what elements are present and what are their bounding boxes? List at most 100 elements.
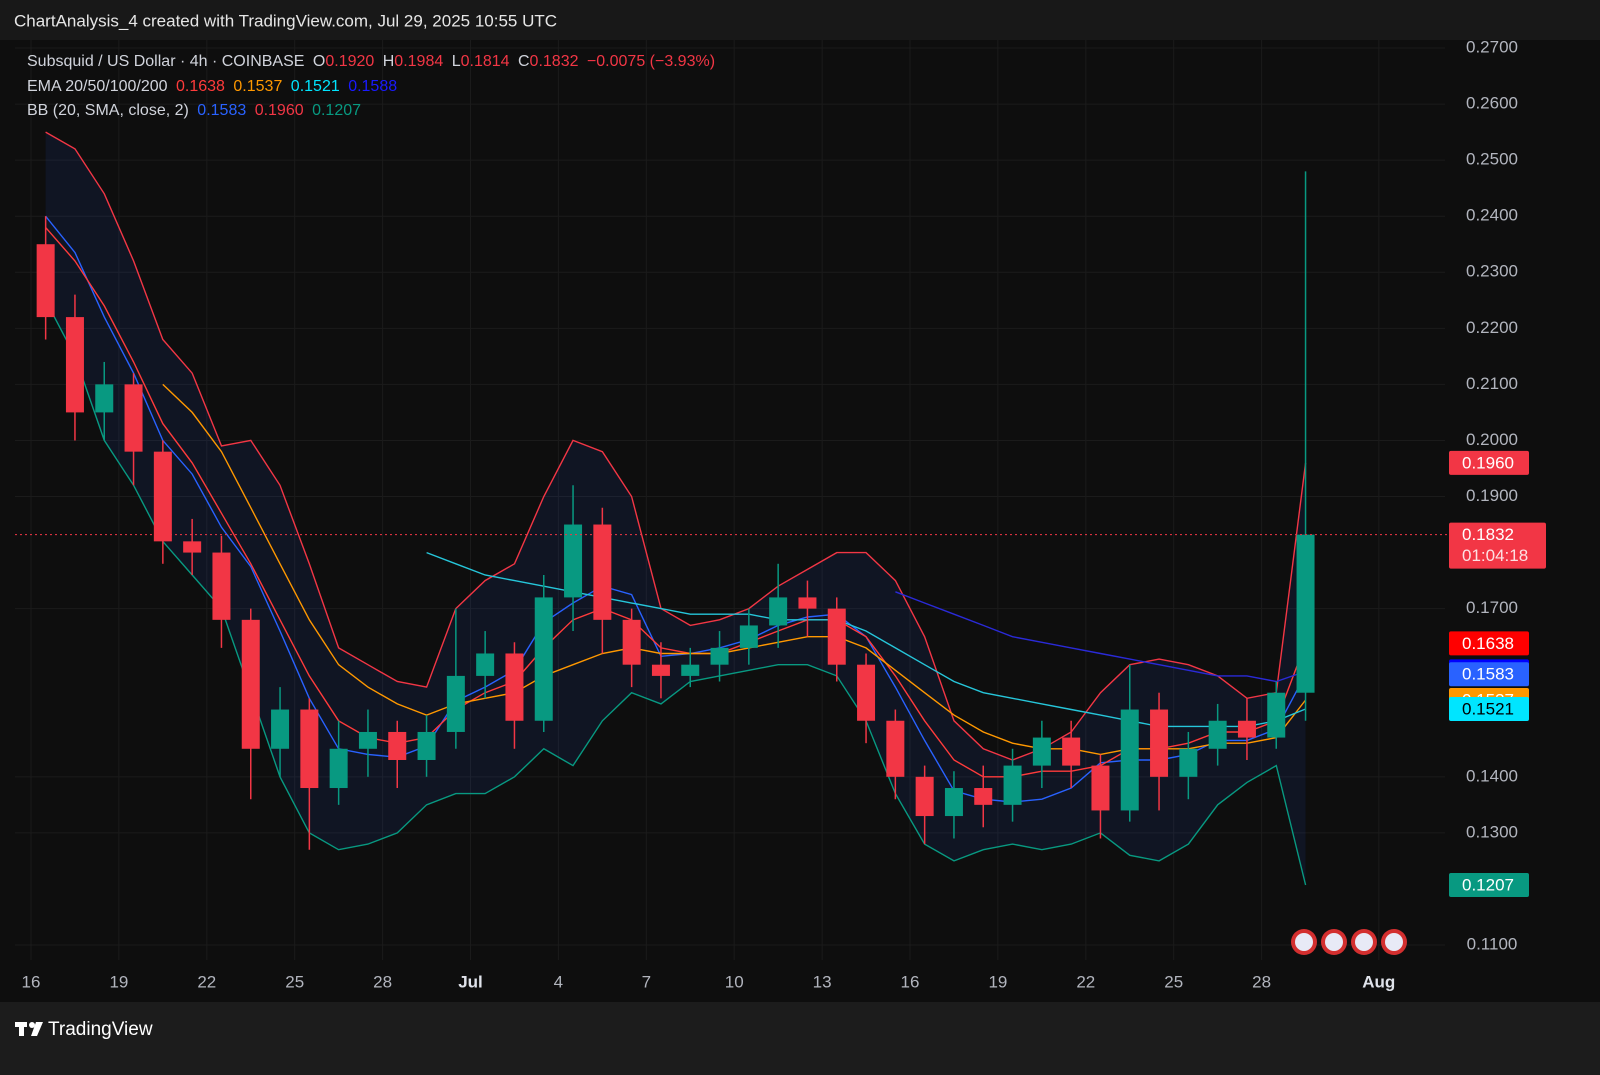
candle-body [651, 664, 670, 676]
candle-body [124, 384, 143, 452]
candle-body [1179, 748, 1198, 777]
candle-body [534, 597, 553, 721]
bb-value: 0.1207 [312, 102, 361, 119]
ohlc-value: 0.1984 [394, 53, 443, 70]
x-tick-label: 16 [901, 972, 920, 991]
price-label: 0.1207 [1462, 875, 1514, 894]
x-tick-label: Aug [1362, 972, 1395, 991]
candle-body [622, 619, 641, 665]
candle-body [212, 552, 231, 620]
x-tick-label: 22 [1076, 972, 1095, 991]
x-tick-label: 10 [725, 972, 744, 991]
candle-body [1032, 737, 1051, 766]
bb-value: 0.1960 [255, 102, 304, 119]
x-tick-label: 16 [22, 972, 41, 991]
symbol: Subsquid / US Dollar · 4h · COINBASE [27, 53, 304, 70]
y-tick-label: 0.1100 [1467, 934, 1518, 953]
ohlc-key: O [313, 53, 325, 70]
x-tick-label: 25 [1164, 972, 1183, 991]
legend-ema: EMA 20/50/100/200 0.1638 0.1537 0.1521 0… [27, 78, 397, 95]
candle-body [388, 731, 407, 760]
event-flags [1291, 929, 1407, 955]
candle-body [944, 788, 963, 817]
candle-body [1091, 765, 1110, 811]
candle-body [710, 647, 729, 665]
y-tick-label: 0.1900 [1466, 486, 1518, 505]
x-tick-label: 13 [813, 972, 832, 991]
candle-body [593, 524, 612, 620]
ohlc-value: 0.1920 [325, 53, 374, 70]
candle-body [446, 675, 465, 732]
candle-body [300, 709, 319, 789]
ohlc-key: H [383, 53, 395, 70]
caption: ChartAnalysis_4 created with TradingView… [14, 11, 557, 30]
price-label-box [1449, 450, 1529, 475]
change: −0.0075 (−3.93%) [587, 53, 715, 70]
candle-body [476, 653, 495, 676]
candle-body [827, 608, 846, 665]
price-label: 0.1583 [1462, 665, 1514, 684]
candle-body [974, 788, 993, 805]
candle-body [1237, 720, 1256, 738]
bb-label: BB (20, SMA, close, 2) [27, 102, 189, 119]
logo-shape [29, 1022, 35, 1028]
y-tick-label: 0.1700 [1466, 598, 1518, 617]
price-label-box [1449, 631, 1529, 656]
footer-bar [0, 1002, 1600, 1075]
candle-body [1267, 692, 1286, 738]
logo-shape [31, 1022, 43, 1036]
ema-value: 0.1588 [348, 78, 397, 95]
candle-body [1150, 709, 1169, 777]
ohlc-value: 0.1814 [461, 53, 510, 70]
bb-value: 0.1583 [197, 102, 246, 119]
caption-bar [0, 0, 1600, 40]
ema-value: 0.1537 [233, 78, 282, 95]
candle-body [681, 664, 700, 676]
y-tick-label: 0.1400 [1466, 766, 1518, 785]
ema-label: EMA 20/50/100/200 [27, 78, 168, 95]
y-tick-label: 0.2600 [1466, 94, 1518, 113]
price-label-box [1449, 873, 1529, 898]
ema-value: 0.1638 [176, 78, 225, 95]
logo-shape [19, 1022, 24, 1036]
candle-body [1296, 534, 1315, 693]
candle-body [153, 451, 172, 542]
y-tick-label: 0.2400 [1466, 206, 1518, 225]
x-tick-label: 4 [554, 972, 563, 991]
candle-body [1062, 737, 1081, 766]
flag [1355, 933, 1373, 951]
flag [1385, 933, 1403, 951]
countdown: 01:04:18 [1462, 546, 1528, 565]
footer-brand: TradingView [48, 1019, 153, 1040]
price-label-box [1449, 662, 1529, 687]
x-tick-label: 19 [988, 972, 1007, 991]
candle-body [329, 748, 348, 789]
ohlc-key: L [452, 53, 461, 70]
y-tick-label: 0.2100 [1466, 374, 1518, 393]
legend-symbol: Subsquid / US Dollar · 4h · COINBASE O0.… [27, 53, 715, 70]
x-tick-label: 19 [109, 972, 128, 991]
candle-body [505, 653, 524, 721]
price-label-box [1449, 522, 1546, 569]
candle-body [241, 619, 260, 749]
candle-body [95, 384, 114, 413]
x-tick-label: 25 [285, 972, 304, 991]
candle-body [798, 597, 817, 609]
candle-body [564, 524, 583, 598]
y-tick-label: 0.2000 [1466, 430, 1518, 449]
indicator-line [895, 591, 1306, 683]
price-label: 0.1638 [1462, 634, 1514, 653]
candle-body [417, 731, 436, 760]
price-label: 0.1960 [1462, 453, 1514, 472]
ema-value: 0.1521 [291, 78, 340, 95]
price-label: 0.1521 [1462, 699, 1514, 718]
y-tick-label: 0.2300 [1466, 262, 1518, 281]
candle-body [886, 720, 905, 777]
ohlc-value: 0.1832 [530, 53, 579, 70]
y-tick-label: 0.2500 [1466, 150, 1518, 169]
candle-body [36, 244, 55, 318]
bb-fill [45, 132, 1306, 886]
price-label-box [1449, 696, 1529, 721]
